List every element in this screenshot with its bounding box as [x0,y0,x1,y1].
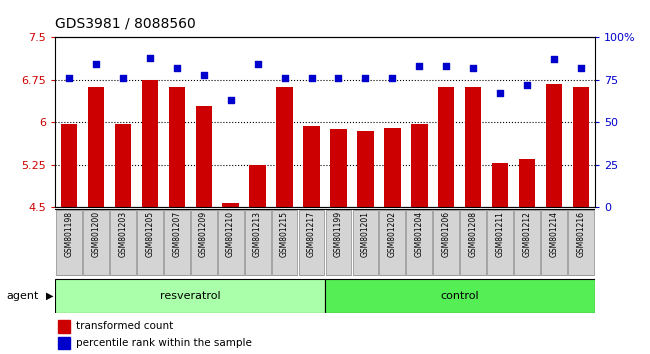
Text: GSM801200: GSM801200 [91,211,100,257]
Point [64,75,74,81]
FancyBboxPatch shape [434,210,460,275]
Text: GSM801207: GSM801207 [172,211,181,257]
Bar [465,87,482,207]
Point [172,65,182,70]
Bar [60,124,77,207]
FancyBboxPatch shape [55,279,325,313]
FancyBboxPatch shape [83,210,109,275]
Point [576,65,586,70]
Text: ▶: ▶ [46,291,53,301]
Text: GSM801211: GSM801211 [496,211,505,257]
Bar [88,87,104,207]
Bar [492,163,508,207]
FancyBboxPatch shape [56,210,82,275]
Point [144,55,155,61]
Bar [519,159,536,207]
Text: GSM801217: GSM801217 [307,211,316,257]
Bar [250,165,266,207]
Text: GSM801213: GSM801213 [253,211,262,257]
FancyBboxPatch shape [380,210,406,275]
FancyBboxPatch shape [568,210,594,275]
Point [549,56,560,62]
Point [252,62,263,67]
FancyBboxPatch shape [406,210,432,275]
FancyBboxPatch shape [541,210,567,275]
FancyBboxPatch shape [460,210,486,275]
Text: GSM801210: GSM801210 [226,211,235,257]
Bar [142,80,158,207]
FancyBboxPatch shape [352,210,378,275]
Text: GSM801203: GSM801203 [118,211,127,257]
Bar [546,84,562,207]
FancyBboxPatch shape [164,210,190,275]
Bar [196,106,212,207]
Point [441,63,452,69]
Bar [573,87,590,207]
Text: agent: agent [6,291,39,301]
Text: GSM801201: GSM801201 [361,211,370,257]
Point [414,63,424,69]
FancyBboxPatch shape [298,210,324,275]
Bar [276,87,292,207]
FancyBboxPatch shape [136,210,162,275]
Point [226,97,236,103]
Point [90,62,101,67]
Point [306,75,317,81]
Point [360,75,370,81]
Bar [304,126,320,207]
Text: percentile rank within the sample: percentile rank within the sample [76,338,252,348]
Bar [330,130,346,207]
FancyBboxPatch shape [325,279,595,313]
Point [522,82,532,87]
Point [198,72,209,78]
Text: GSM801209: GSM801209 [199,211,208,257]
Bar [411,124,428,207]
Text: GSM801204: GSM801204 [415,211,424,257]
FancyBboxPatch shape [244,210,270,275]
Text: GSM801216: GSM801216 [577,211,586,257]
Bar [168,87,185,207]
Text: control: control [441,291,479,301]
Text: transformed count: transformed count [76,321,173,331]
Text: GSM801198: GSM801198 [64,211,73,257]
Text: GSM801208: GSM801208 [469,211,478,257]
FancyBboxPatch shape [326,210,352,275]
Bar [114,124,131,207]
Text: GSM801205: GSM801205 [145,211,154,257]
Bar [358,131,374,207]
Text: resveratrol: resveratrol [160,291,220,301]
FancyBboxPatch shape [514,210,540,275]
Point [387,75,398,81]
Point [333,75,344,81]
FancyBboxPatch shape [110,210,136,275]
Text: GSM801206: GSM801206 [442,211,451,257]
Bar [58,320,70,333]
Text: GSM801202: GSM801202 [388,211,397,257]
Bar [384,128,400,207]
Point [468,65,478,70]
Text: GSM801212: GSM801212 [523,211,532,257]
Text: GSM801215: GSM801215 [280,211,289,257]
Bar [58,337,70,349]
Text: GSM801199: GSM801199 [334,211,343,257]
Point [495,90,506,96]
Point [280,75,290,81]
Bar [222,203,239,207]
FancyBboxPatch shape [272,210,298,275]
Point [118,75,128,81]
Text: GDS3981 / 8088560: GDS3981 / 8088560 [55,16,196,30]
FancyBboxPatch shape [190,210,216,275]
FancyBboxPatch shape [488,210,514,275]
Text: GSM801214: GSM801214 [550,211,559,257]
Bar [438,87,454,207]
FancyBboxPatch shape [218,210,244,275]
